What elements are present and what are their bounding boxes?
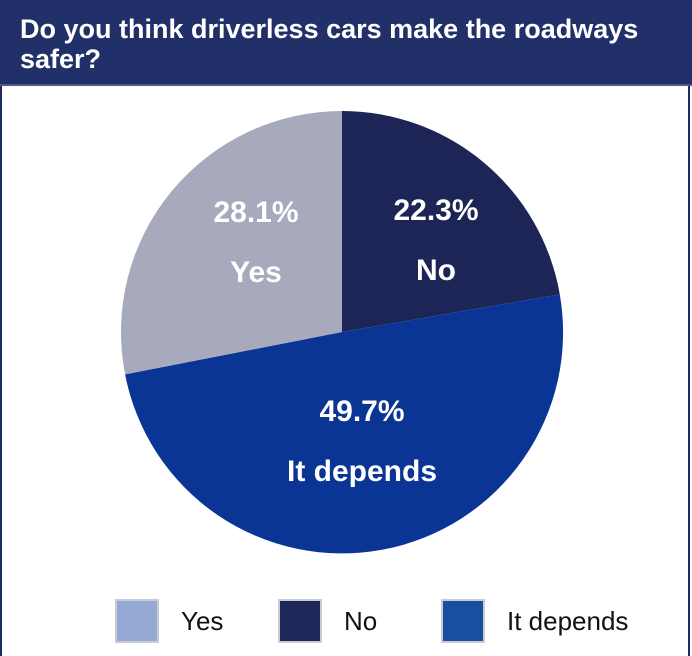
slice-name-label: Yes xyxy=(230,256,282,289)
pie-slices xyxy=(120,110,564,554)
pie-labels: 22.3% No 49.7% It depends 28.1% Yes xyxy=(213,194,478,488)
legend-swatch-no xyxy=(278,599,322,643)
legend: Yes No It depends xyxy=(0,592,692,648)
slice-name-label: No xyxy=(416,254,456,287)
pie-chart: 22.3% No 49.7% It depends 28.1% Yes xyxy=(120,110,564,554)
legend-label-it-depends: It depends xyxy=(507,606,629,636)
legend-label-yes: Yes xyxy=(181,606,224,636)
chart-header: Do you think driverless cars make the ro… xyxy=(0,0,692,86)
legend-label-no: No xyxy=(344,606,378,636)
pie-slice-it-depends xyxy=(125,294,564,554)
slice-value-label: 49.7% xyxy=(319,395,404,428)
legend-swatch-yes xyxy=(115,599,159,643)
chart-title: Do you think driverless cars make the ro… xyxy=(20,14,639,74)
slice-value-label: 22.3% xyxy=(393,194,478,227)
slice-value-label: 28.1% xyxy=(213,196,298,229)
legend-swatch-it-depends xyxy=(441,599,485,643)
pie-slice-yes xyxy=(120,110,343,375)
pie-slice-no xyxy=(342,111,560,332)
slice-name-label: It depends xyxy=(287,455,437,488)
